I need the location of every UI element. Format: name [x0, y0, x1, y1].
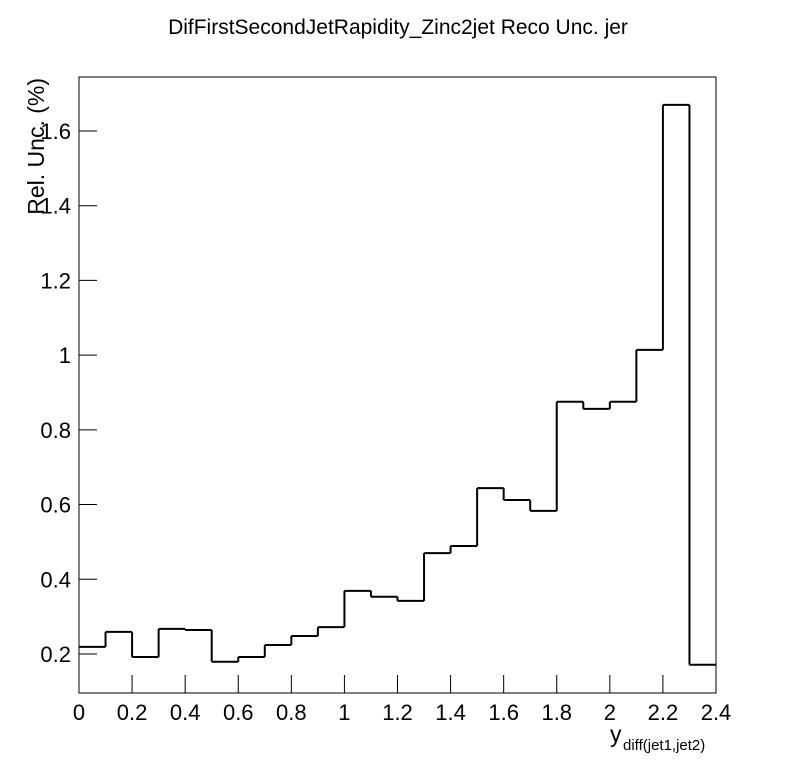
- y-tick-label: 0.4: [40, 567, 71, 592]
- x-tick-label: 0.4: [170, 700, 201, 725]
- x-tick-label: 2: [604, 700, 616, 725]
- x-tick-label: 2.2: [648, 700, 679, 725]
- x-tick-label: 1.4: [435, 700, 466, 725]
- x-tick-label: 0.8: [276, 700, 307, 725]
- x-tick-label: 0: [73, 700, 85, 725]
- y-tick-label: 1.2: [40, 268, 71, 293]
- y-tick-label: 1.6: [40, 119, 71, 144]
- y-tick-label: 1.4: [40, 194, 71, 219]
- x-tick-label: 1.6: [488, 700, 519, 725]
- y-tick-label: 0.8: [40, 418, 71, 443]
- x-tick-label: 1.8: [541, 700, 572, 725]
- y-tick-label: 0.2: [40, 642, 71, 667]
- chart-title: DifFirstSecondJetRapidity_Zinc2jet Reco …: [168, 16, 628, 39]
- y-axis-label: Rel. Unc. (%): [23, 78, 49, 215]
- y-tick-label: 1: [59, 343, 71, 368]
- x-tick-label: 2.4: [701, 700, 732, 725]
- x-axis-label: y: [610, 721, 622, 747]
- x-tick-label: 1.2: [382, 700, 413, 725]
- y-tick-label: 0.6: [40, 493, 71, 518]
- x-tick-label: 1: [338, 700, 350, 725]
- x-tick-label: 0.6: [223, 700, 254, 725]
- x-axis-label-subscript: diff(jet1,jet2): [623, 737, 705, 754]
- x-tick-label: 0.2: [117, 700, 148, 725]
